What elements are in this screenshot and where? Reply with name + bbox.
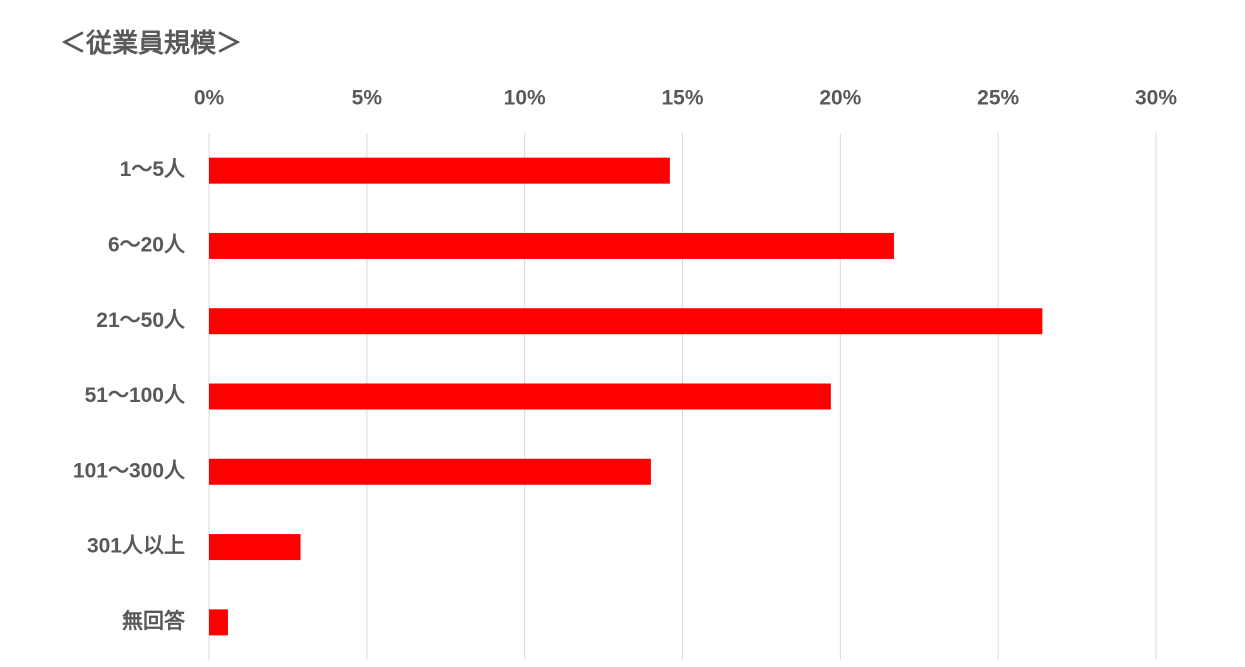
y-tick-label: 101～300人 [73, 459, 185, 482]
bar [209, 308, 1043, 335]
x-tick-label: 5% [352, 87, 383, 110]
x-tick-label: 30% [1135, 87, 1177, 110]
bar [209, 383, 831, 410]
y-tick-label: 1～5人 [120, 158, 185, 181]
x-tick-label: 25% [977, 87, 1019, 110]
bar [209, 609, 228, 636]
chart-title: ＜従業員規模＞ [60, 28, 242, 58]
bar [209, 157, 670, 184]
bar [209, 534, 301, 561]
bar [209, 458, 651, 485]
y-tick-label: 51～100人 [85, 384, 185, 407]
x-tick-label: 10% [504, 87, 546, 110]
x-tick-label: 0% [194, 87, 225, 110]
x-tick-label: 20% [819, 87, 861, 110]
bar [209, 232, 894, 259]
y-tick-label: 301人以上 [87, 535, 185, 558]
y-tick-label: 6～20人 [108, 233, 185, 256]
y-tick-label: 21～50人 [96, 309, 185, 332]
y-tick-label: 無回答 [122, 609, 186, 633]
x-tick-label: 15% [661, 87, 703, 110]
